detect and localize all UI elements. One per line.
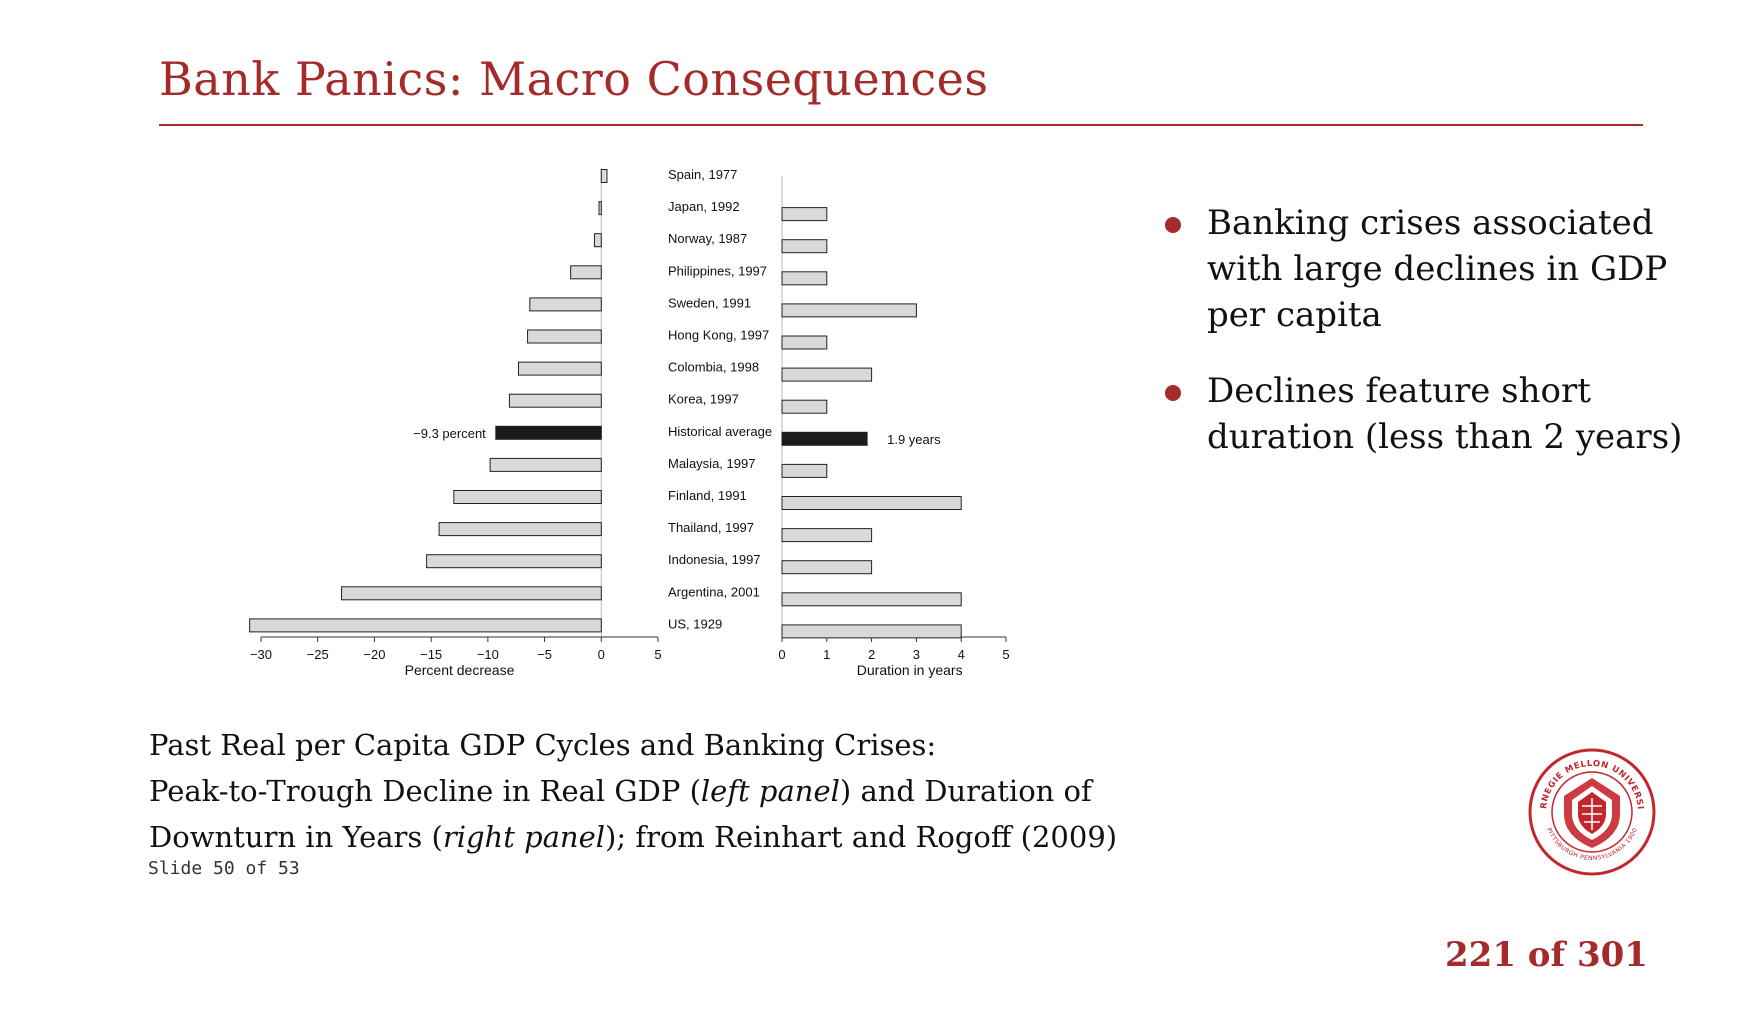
right-highlight-label: 1.9 years	[887, 432, 941, 447]
right-tick-label: 2	[868, 647, 875, 662]
right-tick-label: 4	[958, 647, 965, 662]
caption-text: Downturn in Years (	[149, 820, 443, 854]
right-bar	[781, 239, 828, 254]
left-bar	[426, 554, 602, 569]
right-tick-label: 1	[823, 647, 830, 662]
right-tick-label: 5	[1002, 647, 1009, 662]
right-bar	[781, 271, 828, 286]
bullet-dot-icon	[1165, 217, 1181, 233]
right-bar	[781, 560, 873, 575]
category-label: Sweden, 1991	[668, 295, 751, 310]
left-tick-label: −15	[420, 647, 442, 662]
left-bar	[489, 457, 602, 472]
left-bar	[249, 618, 602, 633]
right-axis-label: Duration in years	[857, 662, 963, 678]
title-rule	[159, 124, 1643, 126]
right-bar	[781, 399, 828, 414]
category-label: Thailand, 1997	[668, 520, 754, 535]
right-bar	[781, 624, 962, 639]
right-bar	[781, 431, 868, 446]
left-tick-label: 5	[654, 647, 661, 662]
caption-text: ); from Reinhart and Rogoff (2009)	[605, 820, 1118, 854]
right-bar	[781, 528, 873, 543]
right-bar	[781, 207, 828, 222]
slide-counter: Slide 50 of 53	[148, 858, 300, 879]
right-bar	[781, 303, 917, 318]
left-tick-label: −25	[307, 647, 329, 662]
category-label: Japan, 1992	[668, 199, 740, 214]
left-bar	[438, 522, 602, 537]
left-highlight-label: −9.3 percent	[413, 426, 486, 441]
bullet-item: Banking crises associated with large dec…	[1165, 200, 1725, 338]
category-label: Finland, 1991	[668, 488, 747, 503]
bullet-list: Banking crises associated with large dec…	[1165, 200, 1725, 490]
left-bar	[341, 586, 602, 601]
category-label: Norway, 1987	[668, 231, 747, 246]
right-tick-label: 0	[778, 647, 785, 662]
left-bar	[508, 393, 602, 408]
category-label: Hong Kong, 1997	[668, 328, 769, 343]
right-tick-label: 3	[913, 647, 920, 662]
category-label: Historical average	[668, 424, 772, 439]
left-bar	[598, 201, 602, 216]
bullet-item: Declines feature short duration (less th…	[1165, 368, 1725, 460]
bullet-dot-icon	[1165, 385, 1181, 401]
caption-line-2: Peak-to-Trough Decline in Real GDP (left…	[149, 768, 1117, 814]
left-bar	[593, 233, 602, 248]
left-bar	[517, 361, 602, 376]
left-tick-label: 0	[598, 647, 605, 662]
bullet-text: Declines feature short duration (less th…	[1207, 371, 1683, 457]
category-label: Indonesia, 1997	[668, 552, 761, 567]
category-label: Spain, 1977	[668, 167, 737, 182]
left-axis-label: Percent decrease	[405, 662, 515, 678]
right-bar	[781, 463, 828, 478]
left-bar	[527, 329, 602, 344]
category-label: Argentina, 2001	[668, 584, 760, 599]
left-bar	[600, 169, 608, 183]
left-tick-label: −10	[477, 647, 499, 662]
right-bar	[781, 592, 962, 607]
category-label: Colombia, 1998	[668, 360, 759, 375]
caption-text: ) and Duration of	[839, 774, 1092, 808]
bullet-text: Banking crises associated with large dec…	[1207, 203, 1668, 335]
right-bar	[781, 496, 962, 510]
left-bar	[529, 297, 602, 312]
category-label: Malaysia, 1997	[668, 456, 755, 471]
category-label: US, 1929	[668, 616, 722, 631]
category-label: Philippines, 1997	[668, 263, 767, 278]
left-bar	[570, 265, 602, 280]
left-bar	[495, 425, 602, 440]
caption-text: Peak-to-Trough Decline in Real GDP (	[149, 774, 701, 808]
left-tick-label: −20	[363, 647, 385, 662]
caption-line-1: Past Real per Capita GDP Cycles and Bank…	[149, 728, 937, 762]
right-bar	[781, 367, 873, 382]
caption-emphasis: right panel	[442, 820, 606, 854]
university-seal-logo: CARNEGIE MELLON UNIVERSITY PITTSBURGH PE…	[1528, 748, 1656, 876]
left-tick-label: −5	[537, 647, 552, 662]
caption-line-3: Downturn in Years (right panel); from Re…	[149, 814, 1117, 860]
left-tick-label: −30	[250, 647, 272, 662]
right-bar	[781, 335, 828, 350]
figure-caption: Past Real per Capita GDP Cycles and Bank…	[149, 722, 1117, 860]
caption-emphasis: left panel	[700, 774, 840, 808]
category-label: Korea, 1997	[668, 392, 739, 407]
left-bar	[453, 490, 602, 504]
slide-title: Bank Panics: Macro Consequences	[159, 52, 989, 106]
page-number: 221 of 301	[1445, 935, 1648, 975]
